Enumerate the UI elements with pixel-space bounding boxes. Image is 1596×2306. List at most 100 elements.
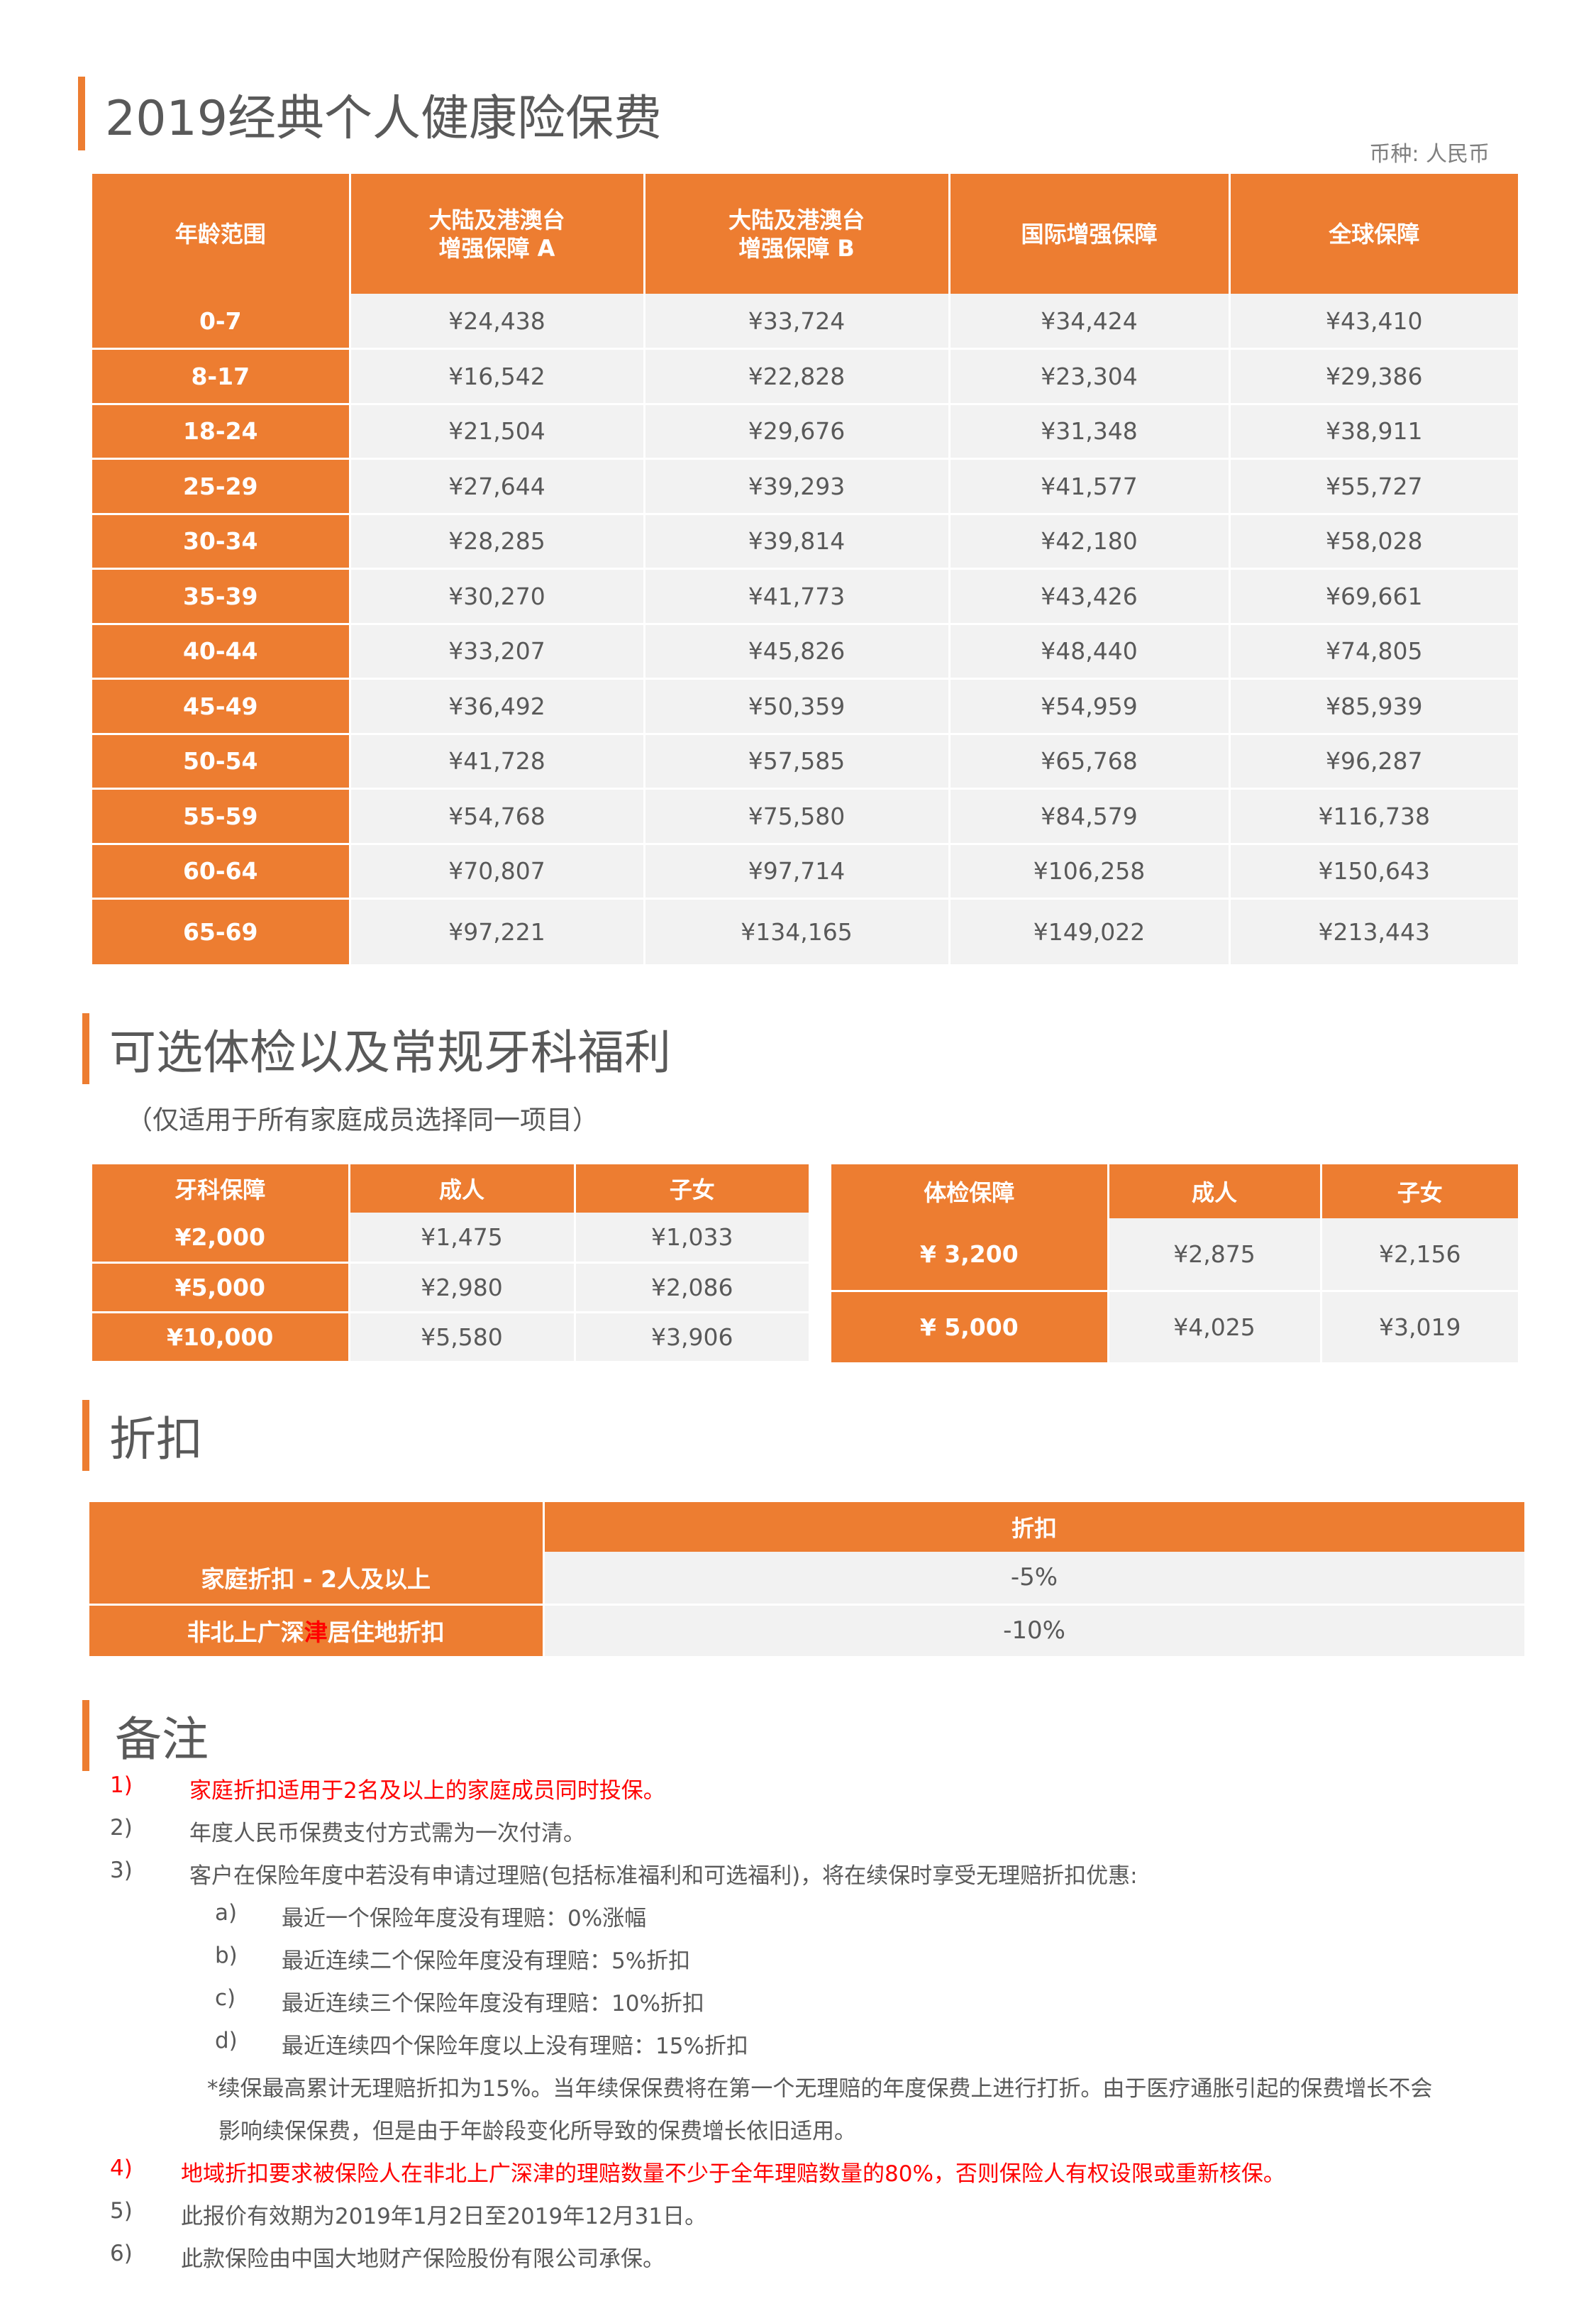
- table-row: 65-69 ¥97,221 ¥134,165 ¥149,022 ¥213,443: [92, 898, 1518, 966]
- note-number: 6): [110, 2241, 133, 2266]
- discount-label: 非北上广深津居住地折扣: [89, 1604, 545, 1658]
- section-heading-discount: 折扣: [82, 1400, 203, 1471]
- dental-child-price: ¥1,033: [575, 1213, 809, 1264]
- plan-b-price: ¥134,165: [644, 898, 951, 966]
- section-title-notes: 备注: [115, 1712, 209, 1767]
- age-range-cell: 65-69: [92, 898, 351, 966]
- table-row: 40-44 ¥33,207 ¥45,826 ¥48,440 ¥74,805: [92, 624, 1518, 680]
- plan-b-price: ¥41,773: [644, 568, 951, 625]
- header-child: 子女: [1321, 1164, 1518, 1218]
- plan-b-price: ¥39,814: [644, 514, 951, 570]
- note-number: 4): [110, 2156, 133, 2181]
- label-part: 非北上广深: [187, 1618, 304, 1646]
- global-price: ¥213,443: [1229, 898, 1518, 966]
- table-row: ¥ 3,200 ¥2,875 ¥2,156: [831, 1218, 1518, 1292]
- global-price: ¥38,911: [1229, 404, 1518, 460]
- note-text: 地域折扣要求被保险人在非北上广深津的理赔数量不少于全年理赔数量的80%，否则保险…: [181, 2161, 1285, 2187]
- dental-adult-price: ¥2,980: [349, 1262, 576, 1313]
- discount-label: 家庭折扣 - 2人及以上: [89, 1552, 545, 1606]
- plan-a-price: ¥41,728: [350, 734, 645, 790]
- table-row: 30-34 ¥28,285 ¥39,814 ¥42,180 ¥58,028: [92, 514, 1518, 570]
- international-price: ¥84,579: [949, 788, 1231, 845]
- header-plan-a: 大陆及港澳台 增强保障 A: [350, 174, 645, 294]
- table-row: ¥ 5,000 ¥4,025 ¥3,019: [831, 1291, 1518, 1364]
- plan-b-price: ¥33,724: [644, 294, 951, 350]
- plan-b-price: ¥50,359: [644, 678, 951, 735]
- plan-a-price: ¥16,542: [350, 348, 645, 405]
- dental-adult-price: ¥5,580: [349, 1312, 576, 1363]
- plan-a-price: ¥28,285: [350, 514, 645, 570]
- table-row: 0-7 ¥24,438 ¥33,724 ¥34,424 ¥43,410: [92, 294, 1518, 350]
- global-price: ¥150,643: [1229, 844, 1518, 900]
- note-item: 影响续保保费，但是由于年龄段变化所导致的保费增长依旧适用。: [0, 2113, 1596, 2144]
- plan-a-price: ¥27,644: [350, 458, 645, 515]
- note-item: 1) 家庭折扣适用于2名及以上的家庭成员同时投保。: [0, 1772, 1596, 1804]
- international-price: ¥48,440: [949, 624, 1231, 680]
- note-item: b) 最近连续二个保险年度没有理赔：5%折扣: [0, 1943, 1596, 1974]
- premium-table: 年龄范围 大陆及港澳台 增强保障 A 大陆及港澳台 增强保障 B 国际增强保障 全球…: [92, 174, 1518, 966]
- table-row: 18-24 ¥21,504 ¥29,676 ¥31,348 ¥38,911: [92, 404, 1518, 460]
- section-title-benefits: 可选体检以及常规牙科福利: [109, 1025, 671, 1080]
- discount-header-row: 折扣: [89, 1502, 1526, 1552]
- global-price: ¥85,939: [1229, 678, 1518, 735]
- header-discount: 折扣: [543, 1502, 1526, 1552]
- global-price: ¥29,386: [1229, 348, 1518, 405]
- note-item: 3) 客户在保险年度中若没有申请过理赔(包括标准福利和可选福利)，将在续保时享受无…: [0, 1858, 1596, 1889]
- table-row: ¥10,000 ¥5,580 ¥3,906: [92, 1312, 809, 1363]
- age-range-cell: 45-49: [92, 678, 351, 735]
- label-part: 居住地折扣: [327, 1618, 445, 1646]
- plan-b-price: ¥22,828: [644, 348, 951, 405]
- note-text: 家庭折扣适用于2名及以上的家庭成员同时投保。: [189, 1778, 665, 1804]
- note-text: 最近连续三个保险年度没有理赔：10%折扣: [282, 1991, 704, 2017]
- header-blank: [89, 1502, 545, 1552]
- age-range-cell: 18-24: [92, 404, 351, 460]
- dental-level: ¥10,000: [92, 1312, 350, 1363]
- checkup-level: ¥ 3,200: [831, 1218, 1109, 1292]
- dental-table: 牙科保障 成人 子女 ¥2,000 ¥1,475 ¥1,033 ¥5,000 ¥…: [92, 1164, 809, 1363]
- checkup-adult-price: ¥2,875: [1108, 1218, 1322, 1292]
- table-row: 非北上广深津居住地折扣 -10%: [89, 1604, 1526, 1658]
- header-adult: 成人: [1108, 1164, 1322, 1218]
- note-item: c) 最近连续三个保险年度没有理赔：10%折扣: [0, 1985, 1596, 2017]
- label-highlight: 津: [304, 1618, 328, 1646]
- note-text: 最近连续二个保险年度没有理赔：5%折扣: [282, 1948, 691, 1974]
- note-item: 6) 此款保险由中国大地财产保险股份有限公司承保。: [0, 2241, 1596, 2272]
- global-price: ¥96,287: [1229, 734, 1518, 790]
- header-international: 国际增强保障: [949, 174, 1231, 294]
- international-price: ¥65,768: [949, 734, 1231, 790]
- international-price: ¥41,577: [949, 458, 1231, 515]
- plan-a-price: ¥54,768: [350, 788, 645, 845]
- note-number: c): [215, 1985, 236, 2011]
- heading-accent-bar: [78, 77, 85, 150]
- plan-b-price: ¥39,293: [644, 458, 951, 515]
- plan-a-price: ¥97,221: [350, 898, 645, 966]
- discount-table: 折扣 家庭折扣 - 2人及以上 -5% 非北上广深津居住地折扣 -10%: [89, 1502, 1526, 1658]
- note-number: 2): [110, 1815, 133, 1841]
- note-number: 1): [110, 1772, 133, 1798]
- note-number: a): [215, 1900, 238, 1926]
- table-row: 8-17 ¥16,542 ¥22,828 ¥23,304 ¥29,386: [92, 348, 1518, 405]
- note-text: 此报价有效期为2019年1月2日至2019年12月31日。: [181, 2204, 707, 2229]
- age-range-cell: 25-29: [92, 458, 351, 515]
- page-title: 2019经典个人健康险保费: [105, 90, 663, 147]
- international-price: ¥43,426: [949, 568, 1231, 625]
- plan-a-price: ¥70,807: [350, 844, 645, 900]
- plan-b-price: ¥45,826: [644, 624, 951, 680]
- header-checkup: 体检保障: [831, 1164, 1109, 1218]
- dental-child-price: ¥3,906: [575, 1312, 809, 1363]
- table-row: 50-54 ¥41,728 ¥57,585 ¥65,768 ¥96,287: [92, 734, 1518, 790]
- plan-b-price: ¥97,714: [644, 844, 951, 900]
- checkup-level: ¥ 5,000: [831, 1291, 1109, 1364]
- dental-header-row: 牙科保障 成人 子女: [92, 1164, 809, 1213]
- note-text: 最近一个保险年度没有理赔：0%涨幅: [282, 1906, 647, 1931]
- header-dental: 牙科保障: [92, 1164, 350, 1213]
- note-item: 5) 此报价有效期为2019年1月2日至2019年12月31日。: [0, 2198, 1596, 2229]
- note-number: b): [215, 1943, 238, 1968]
- age-range-cell: 0-7: [92, 294, 351, 350]
- note-item: 4) 地域折扣要求被保险人在非北上广深津的理赔数量不少于全年理赔数量的80%，否则…: [0, 2156, 1596, 2187]
- note-text: 此款保险由中国大地财产保险股份有限公司承保。: [181, 2246, 665, 2272]
- note-text: *续保最高累计无理赔折扣为15%。当年续保保费将在第一个无理赔的年度保费上进行打…: [207, 2076, 1433, 2102]
- note-item: *续保最高累计无理赔折扣为15%。当年续保保费将在第一个无理赔的年度保费上进行打…: [0, 2070, 1596, 2102]
- plan-a-price: ¥30,270: [350, 568, 645, 625]
- dental-child-price: ¥2,086: [575, 1262, 809, 1313]
